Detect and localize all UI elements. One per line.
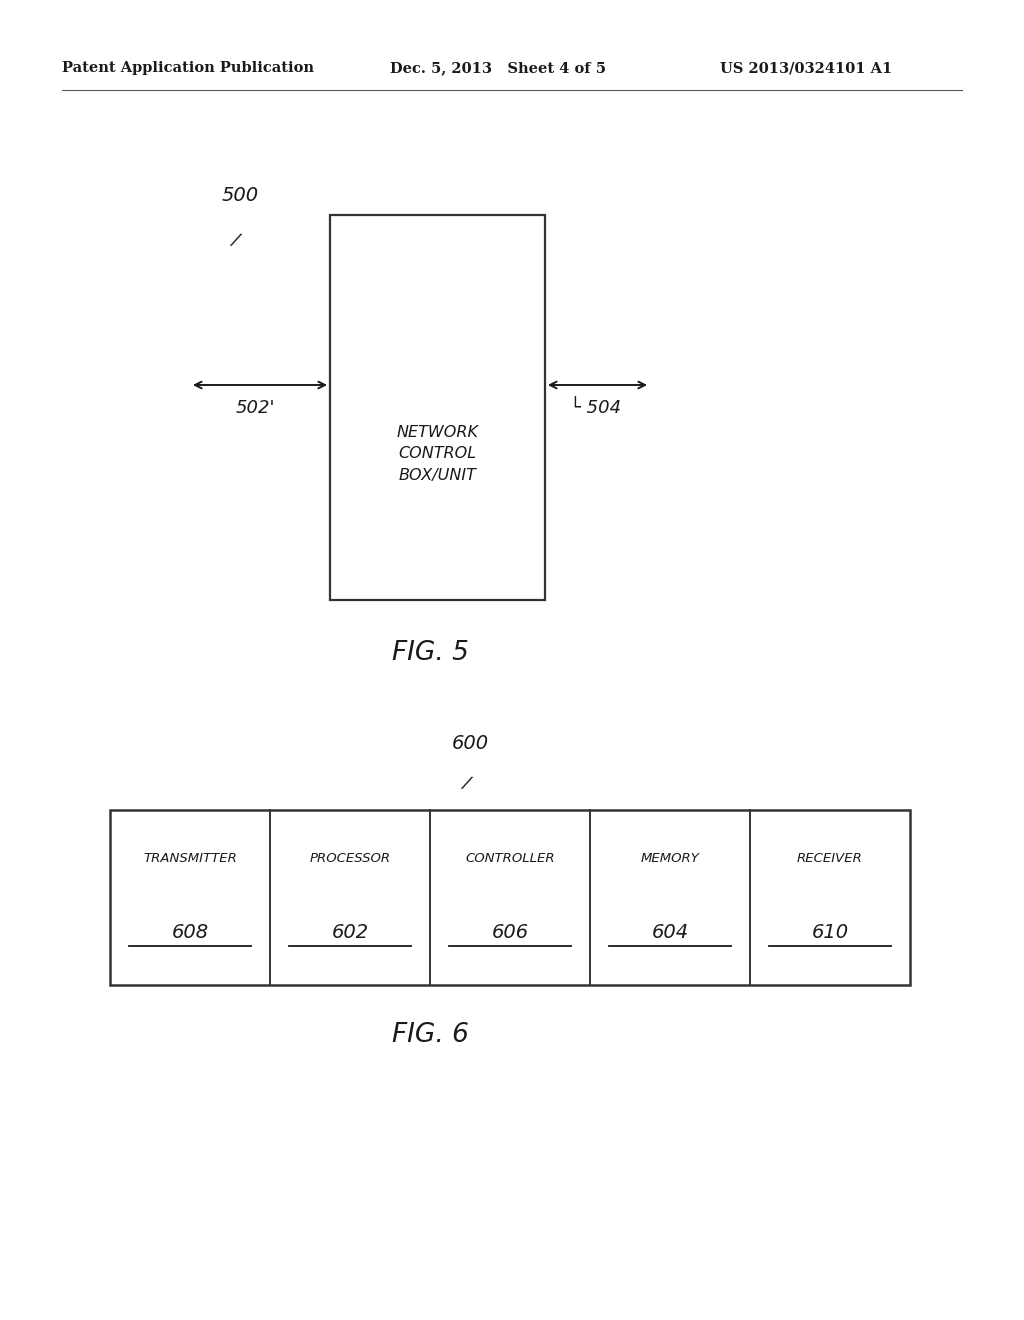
Text: 606: 606 <box>492 923 528 942</box>
Text: CONTROLLER: CONTROLLER <box>465 853 555 866</box>
Text: 500: 500 <box>222 186 259 205</box>
Text: 502': 502' <box>236 399 274 417</box>
Text: TRANSMITTER: TRANSMITTER <box>143 853 237 866</box>
Text: 610: 610 <box>811 923 849 942</box>
Text: /: / <box>461 774 472 792</box>
Text: FIG. 5: FIG. 5 <box>391 640 468 667</box>
Text: FIG. 6: FIG. 6 <box>391 1022 468 1048</box>
Text: 602: 602 <box>332 923 369 942</box>
Text: Patent Application Publication: Patent Application Publication <box>62 61 314 75</box>
Text: RECEIVER: RECEIVER <box>797 853 863 866</box>
Text: NETWORK
CONTROL
BOX/UNIT: NETWORK CONTROL BOX/UNIT <box>396 425 478 483</box>
Text: └ 504: └ 504 <box>570 399 622 417</box>
Text: MEMORY: MEMORY <box>641 853 699 866</box>
Text: /: / <box>230 230 241 249</box>
Bar <box>110 810 910 985</box>
Text: PROCESSOR: PROCESSOR <box>309 853 390 866</box>
Bar <box>330 215 545 601</box>
Text: Dec. 5, 2013   Sheet 4 of 5: Dec. 5, 2013 Sheet 4 of 5 <box>390 61 606 75</box>
Text: 604: 604 <box>651 923 688 942</box>
Text: 608: 608 <box>171 923 209 942</box>
Text: 600: 600 <box>452 734 489 752</box>
Text: US 2013/0324101 A1: US 2013/0324101 A1 <box>720 61 892 75</box>
